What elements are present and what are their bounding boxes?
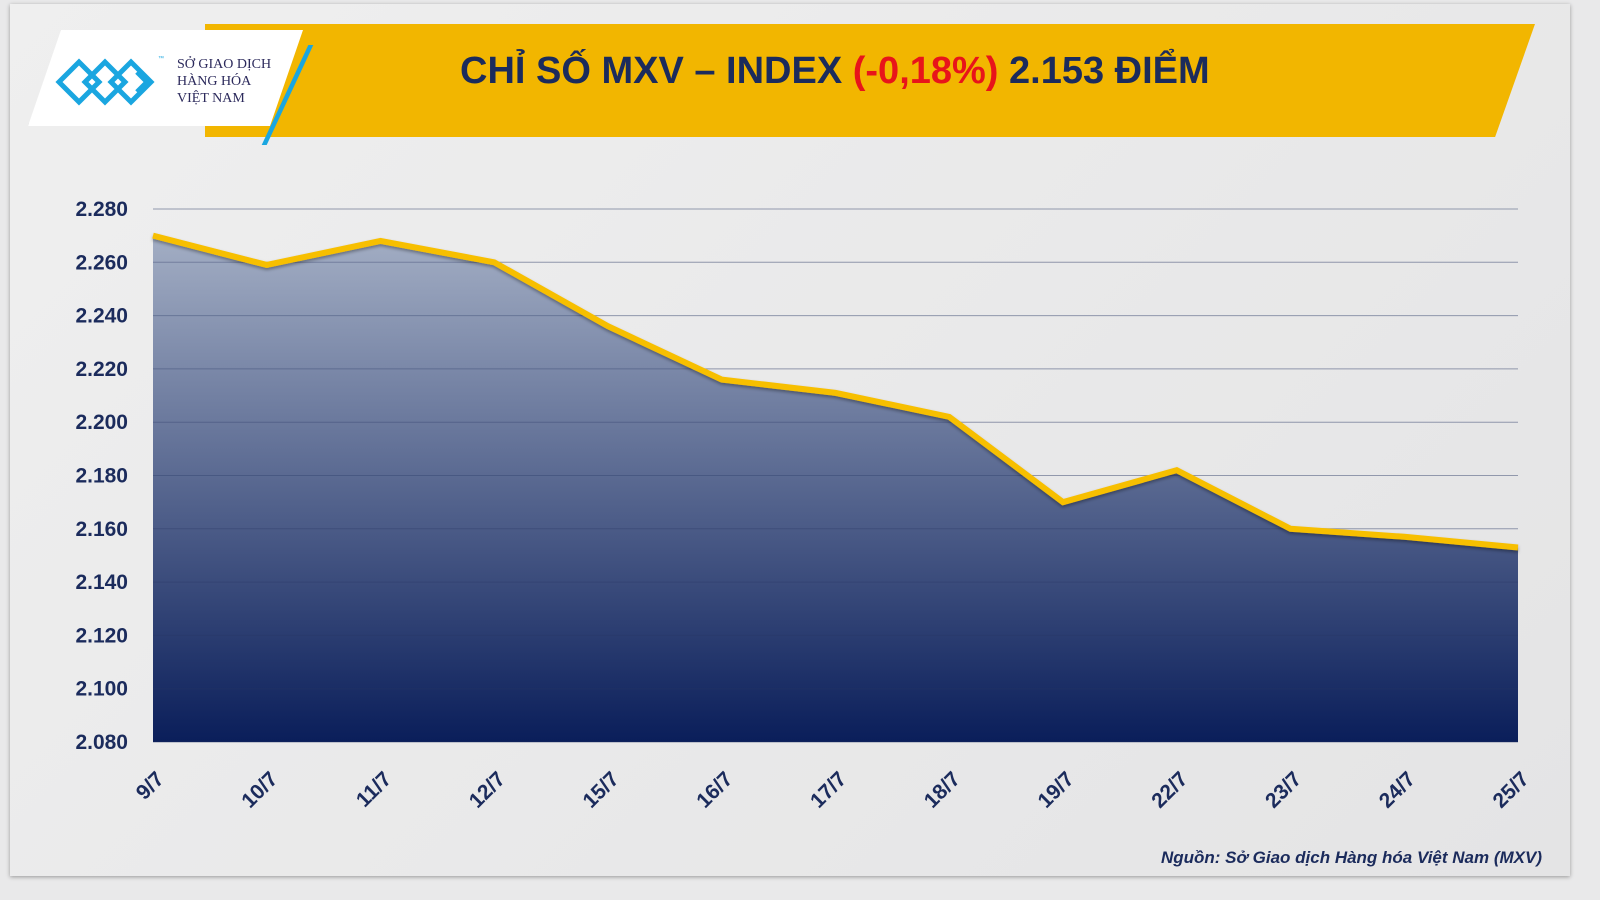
logo-line-3: VIỆT NAM — [177, 91, 245, 106]
logo-text: SỞ GIAO DỊCH HÀNG HÓA VIỆT NAM — [177, 56, 271, 107]
y-tick-label: 2.160 — [75, 518, 128, 541]
logo-line-2: HÀNG HÓA — [177, 74, 252, 89]
x-tick-label: 16/7 — [692, 767, 737, 812]
y-tick-label: 2.200 — [75, 411, 128, 434]
y-tick-label: 2.280 — [75, 198, 128, 221]
y-tick-label: 2.080 — [75, 731, 128, 754]
x-tick-label: 22/7 — [1147, 767, 1192, 812]
y-tick-label: 2.240 — [75, 305, 128, 328]
x-tick-label: 24/7 — [1375, 767, 1420, 812]
x-tick-label: 11/7 — [352, 767, 396, 811]
x-tick-label: 12/7 — [465, 767, 510, 812]
y-tick-label: 2.120 — [75, 624, 128, 647]
x-tick-label: 19/7 — [1034, 767, 1079, 812]
x-tick-label: 25/7 — [1489, 767, 1534, 812]
source-note: Nguồn: Sở Giao dịch Hàng hóa Việt Nam (M… — [1160, 848, 1542, 867]
title-suffix: 2.153 ĐIỂM — [998, 50, 1210, 92]
x-tick-label: 9/7 — [132, 767, 169, 804]
chart-title: CHỈ SỐ MXV – INDEX (-0,18%) 2.153 ĐIỂM — [460, 50, 1460, 93]
x-tick-label: 15/7 — [579, 767, 624, 812]
y-tick-label: 2.140 — [75, 571, 128, 594]
y-tick-label: 2.260 — [75, 251, 128, 274]
x-tick-label: 23/7 — [1261, 767, 1306, 812]
y-tick-label: 2.220 — [75, 358, 128, 381]
x-tick-label: 17/7 — [806, 767, 851, 812]
mxv-logo-icon — [55, 58, 155, 106]
title-change: (-0,18%) — [852, 50, 999, 92]
mxv-logo — [28, 30, 303, 126]
y-tick-label: 2.180 — [75, 465, 128, 488]
x-tick-label: 18/7 — [920, 767, 965, 812]
title-prefix: CHỈ SỐ MXV – INDEX — [460, 50, 853, 92]
area-fill — [153, 235, 1518, 742]
logo-tm: ™ — [158, 56, 164, 62]
title-banner — [205, 24, 1535, 137]
x-tick-label: 10/7 — [237, 767, 282, 812]
logo-line-1: SỞ GIAO DỊCH — [177, 57, 272, 72]
y-tick-label: 2.100 — [75, 678, 128, 701]
